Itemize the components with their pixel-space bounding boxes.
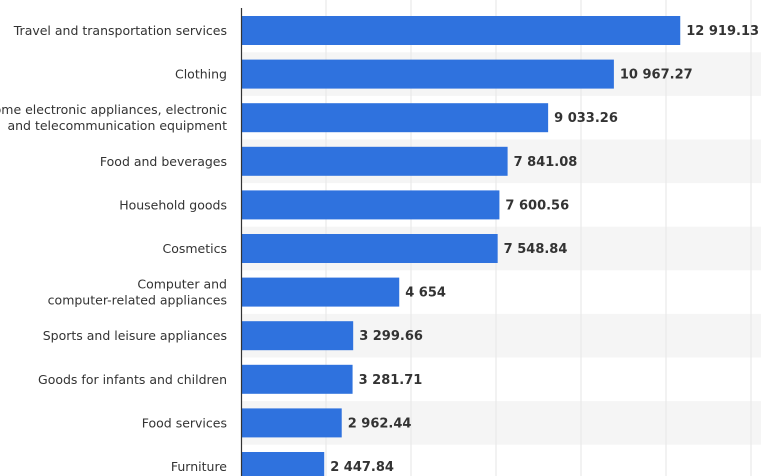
bar[interactable] [241,234,498,263]
value-label: 3 281.71 [359,373,423,388]
value-labels: 12 919.13 10 967.27 9 033.26 7 841.08 7 600.… [330,24,759,475]
bar[interactable] [241,321,354,351]
category-label: Clothing [175,67,227,82]
bar[interactable] [241,16,681,45]
category-label: Travel and transportation services [13,23,227,38]
value-label: 7 548.84 [504,242,568,257]
category-label: Food services [142,415,227,430]
bar[interactable] [241,103,549,133]
category-labels: Travel and transportation services Clothi… [0,23,227,474]
bar[interactable] [241,364,353,394]
category-label: Furniture [171,459,227,474]
value-label: 9 033.26 [554,111,618,126]
category-label: Computer and computer-related appliances [48,277,227,308]
category-label: Household goods [119,197,227,212]
value-label: 4 654 [405,286,446,301]
category-label: Sports and leisure appliances [43,328,227,343]
value-label: 2 962.44 [348,416,412,431]
bar[interactable] [241,408,342,438]
category-label: Food and beverages [100,154,227,169]
bar[interactable] [241,146,508,176]
bars [241,16,681,476]
bar[interactable] [241,59,614,89]
category-label: Home electronic appliances, electronic an… [0,102,227,133]
bar[interactable] [241,277,400,307]
category-label: Goods for infants and children [38,372,227,387]
value-label: 7 841.08 [514,155,578,170]
value-label: 10 967.27 [620,68,693,83]
bar[interactable] [241,190,500,220]
bar[interactable] [241,452,325,476]
value-label: 3 299.66 [359,329,423,344]
value-label: 7 600.56 [505,198,569,213]
value-label: 12 919.13 [686,24,759,39]
value-label: 2 447.84 [330,460,394,475]
category-label: Cosmetics [162,241,227,256]
